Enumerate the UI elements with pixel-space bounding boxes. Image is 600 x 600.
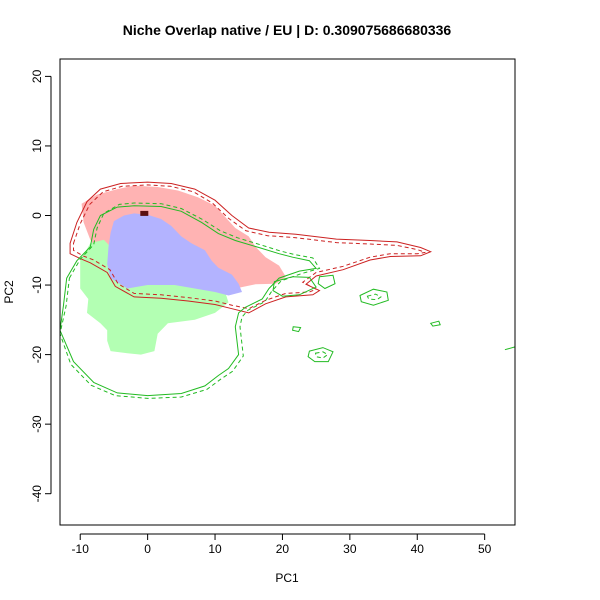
y-tick-label: 20 [30,69,44,83]
x-tick-label: 50 [478,542,492,556]
region-overlap [107,213,242,296]
x-tick-label: 10 [208,542,222,556]
invaded-contour-solid-4 [272,276,317,297]
x-axis-label: PC1 [275,571,299,585]
y-tick-label: 0 [30,212,44,219]
invaded-contour-solid-6 [359,288,389,306]
y-axis-label: PC2 [2,280,16,304]
x-tick-label: 0 [144,542,151,556]
invaded-contour-solid-12 [504,346,516,351]
x-tick-label: 20 [276,542,290,556]
y-axis: -40 -30 -20 -10 0 10 20 [30,69,52,503]
centroid-marker-layer [140,210,149,216]
density-regions [80,185,286,355]
centroid-marker [140,210,149,216]
invaded-contour-solid-8 [307,347,334,363]
native-contour-solid-0 [69,181,433,314]
invaded-contour-solid-11 [429,320,441,327]
x-tick-label: 40 [411,542,425,556]
invaded-contour-solid-10 [292,326,302,333]
y-tick-label: -40 [30,485,44,503]
y-tick-label: 10 [30,139,44,153]
y-tick-label: -20 [30,346,44,364]
x-tick-label: 30 [343,542,357,556]
invaded-contour-dashed-9 [314,351,329,359]
invaded-contour-dashed-7 [366,293,382,301]
chart-title: Niche Overlap native / EU | D: 0.3090756… [123,22,452,38]
native-contour-dashed-1 [73,184,426,310]
y-tick-label: -30 [30,415,44,433]
density-contours [59,181,516,399]
invaded-contour-solid-5 [317,274,336,290]
y-tick-label: -10 [30,276,44,294]
x-axis: -10 0 10 20 30 40 50 [72,533,492,556]
x-tick-label: -10 [72,542,90,556]
plot-frame [59,58,516,526]
invaded-contour-solid-2 [59,205,318,397]
